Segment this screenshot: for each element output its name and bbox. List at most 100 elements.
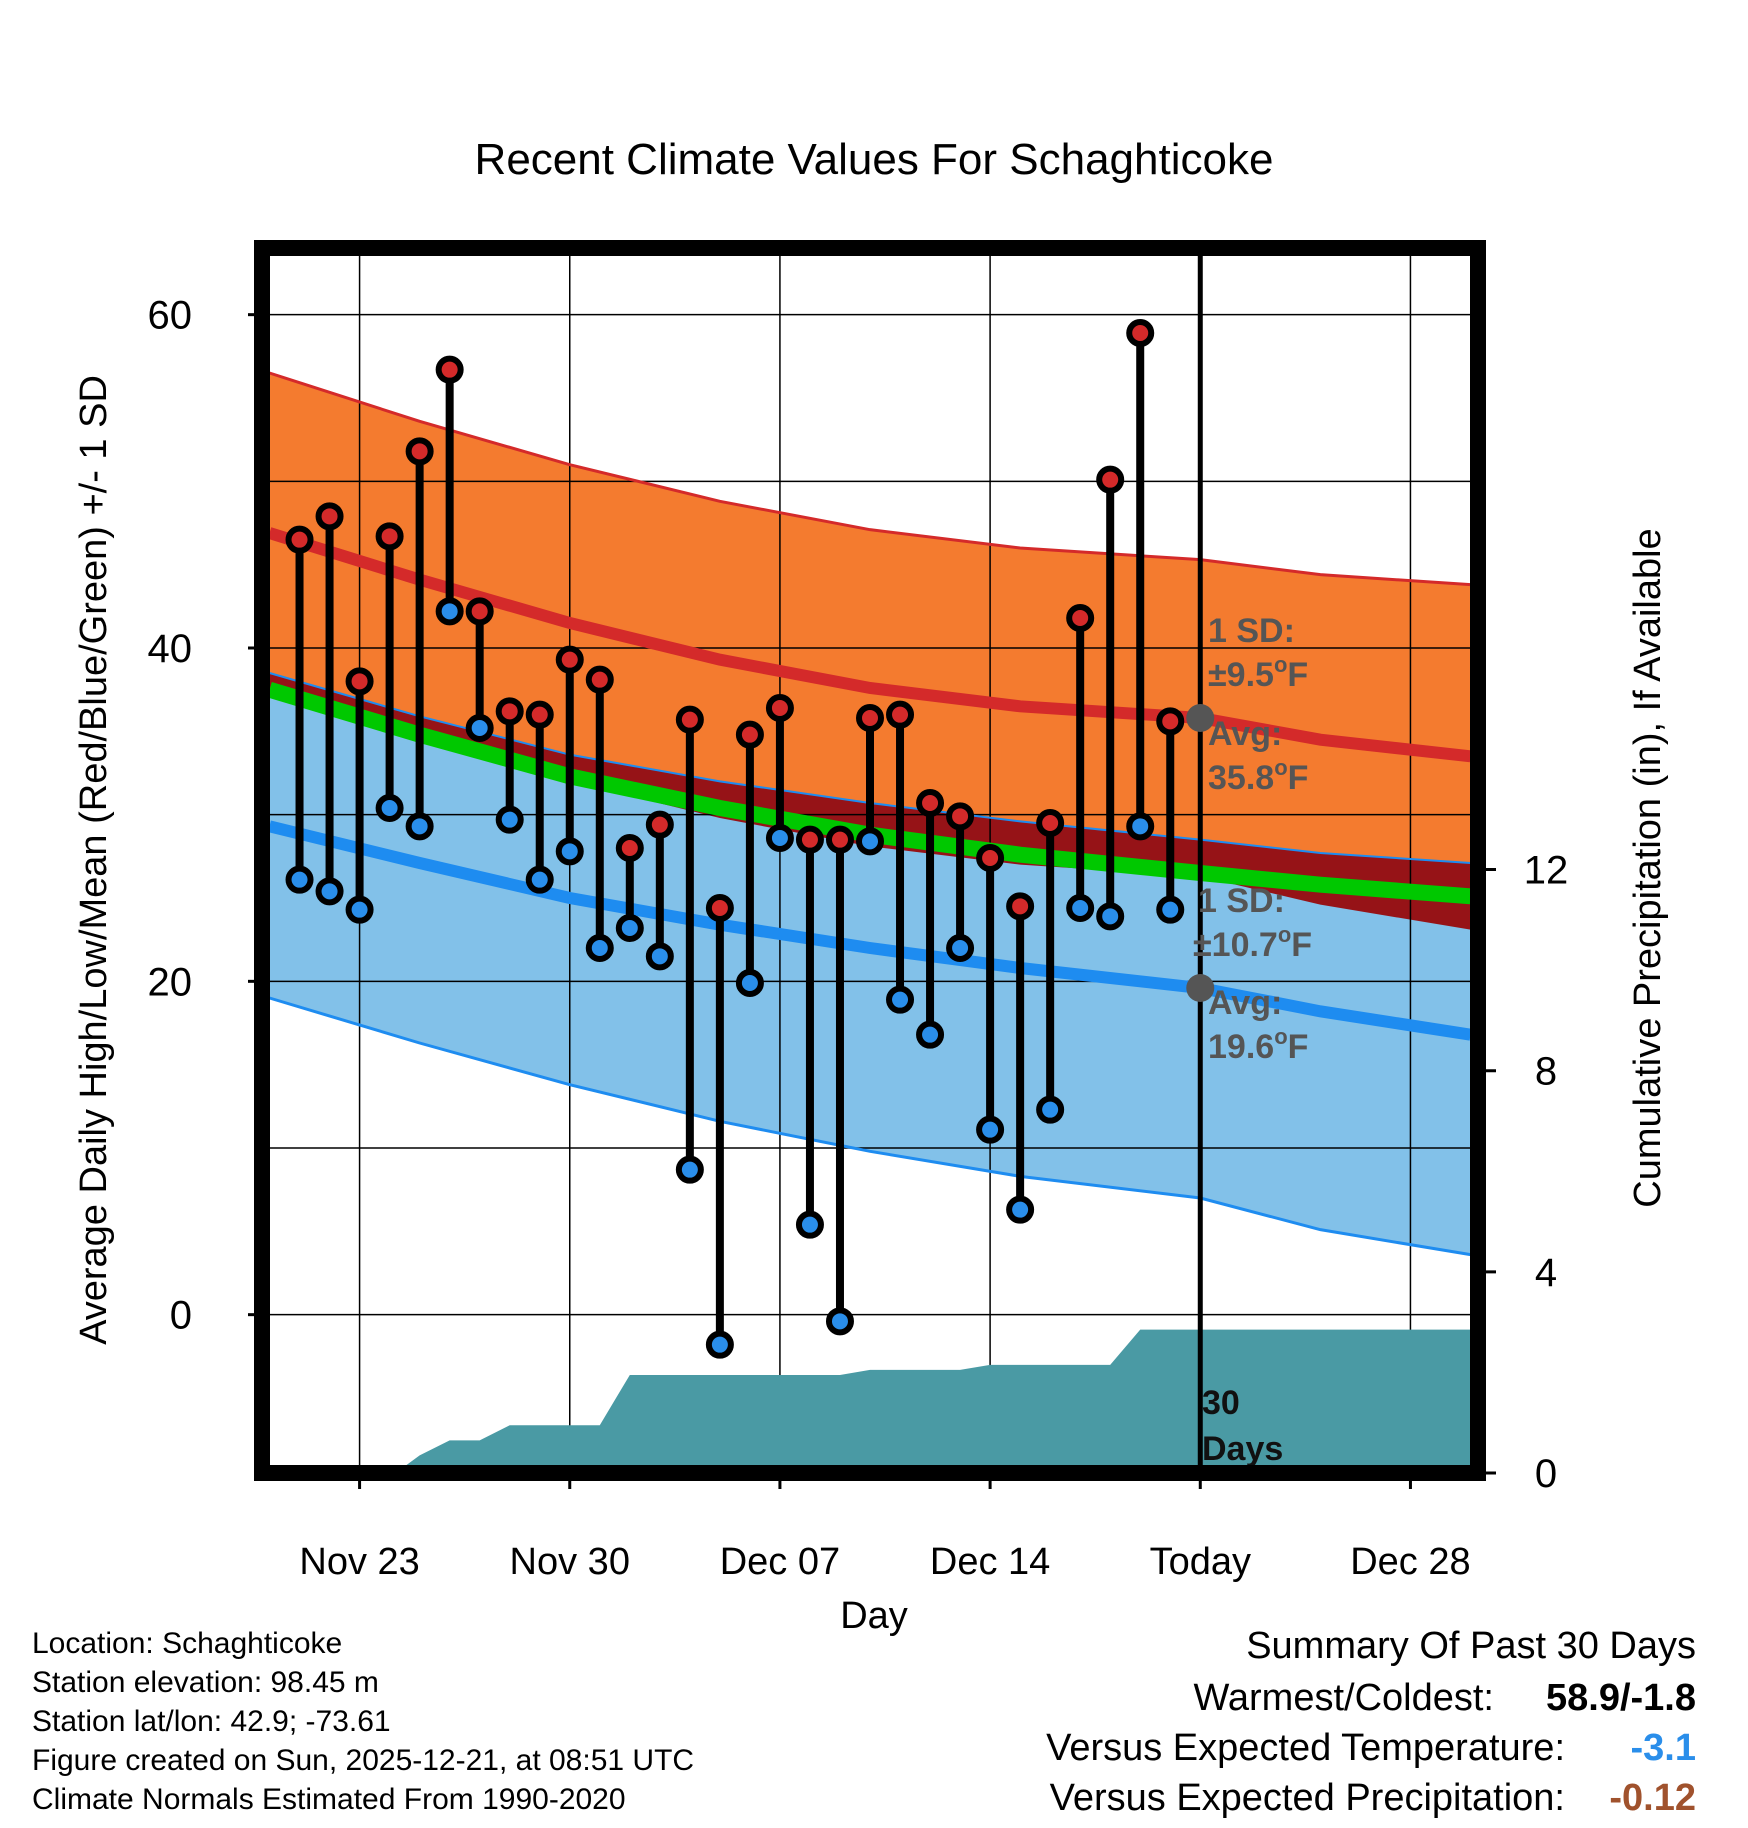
info-latlon: Station lat/lon: 42.9; -73.61 bbox=[32, 1705, 391, 1738]
x-axis-ticks: Nov 23 Nov 30 Dec 07 Dec 14 Today Dec 28 bbox=[299, 1473, 1471, 1583]
low-point bbox=[375, 794, 404, 822]
high-point bbox=[916, 789, 945, 817]
low-point bbox=[675, 1155, 704, 1184]
low-sd-annotation: 1 SD: ±10.7oF Avg: 19.6oF bbox=[1193, 882, 1312, 1066]
x-tick-label: Dec 07 bbox=[720, 1541, 840, 1583]
low-point bbox=[405, 812, 434, 841]
high-point bbox=[555, 645, 584, 674]
low-point bbox=[886, 985, 915, 1014]
plot-frame bbox=[254, 240, 1486, 1481]
low-point bbox=[645, 942, 674, 971]
high-avg-value: 35.8oF bbox=[1208, 755, 1308, 797]
low-point bbox=[615, 914, 644, 942]
high-avg-dot bbox=[1186, 704, 1215, 732]
normal-high-line bbox=[267, 527, 1472, 763]
low-point bbox=[1126, 812, 1155, 841]
high-point bbox=[705, 894, 734, 922]
low-point bbox=[315, 877, 344, 906]
y-tick-label: 20 bbox=[148, 960, 193, 1004]
x-axis-label: Day bbox=[840, 1595, 908, 1637]
low-avg-dot bbox=[1186, 974, 1215, 1002]
low-point bbox=[465, 714, 494, 742]
low-sd-label: 1 SD: bbox=[1198, 882, 1285, 920]
y2-axis-label: Cumulative Precipitation (in), If Availa… bbox=[1627, 528, 1669, 1207]
low-point bbox=[585, 934, 614, 962]
low-point bbox=[765, 824, 794, 852]
high-point bbox=[1156, 707, 1185, 736]
high-point bbox=[465, 597, 494, 626]
low-point bbox=[495, 805, 524, 834]
high-point bbox=[405, 437, 434, 466]
info-normals: Climate Normals Estimated From 1990-2020 bbox=[32, 1783, 626, 1816]
low-point bbox=[916, 1020, 945, 1049]
low-point bbox=[946, 934, 975, 962]
y-tick-label: 60 bbox=[148, 294, 193, 338]
high-point bbox=[1126, 319, 1155, 347]
high-point bbox=[375, 522, 404, 551]
low-point bbox=[1156, 895, 1185, 924]
high-point bbox=[1036, 809, 1065, 837]
x-tick-label: Today bbox=[1150, 1541, 1251, 1583]
y-tick-label: 40 bbox=[148, 627, 193, 671]
summary-temp-label: Versus Expected Temperature: bbox=[1046, 1727, 1565, 1769]
summary-precip-label: Versus Expected Precipitation: bbox=[1050, 1777, 1565, 1819]
x-tick-label: Dec 14 bbox=[930, 1541, 1050, 1583]
low-point bbox=[735, 969, 764, 997]
y2-tick-label: 4 bbox=[1535, 1251, 1557, 1295]
high-point bbox=[1066, 604, 1095, 632]
info-location: Location: Schaghticoke bbox=[32, 1627, 342, 1660]
low-avg-value: 19.6oF bbox=[1208, 1024, 1308, 1066]
low-point bbox=[825, 1307, 854, 1336]
high-sd-value: ±9.5oF bbox=[1208, 652, 1308, 694]
y2-tick-label: 12 bbox=[1524, 849, 1569, 893]
high-point bbox=[976, 844, 1005, 872]
high-point bbox=[645, 810, 674, 839]
high-point bbox=[675, 705, 704, 734]
daily-markers bbox=[285, 319, 1185, 1359]
low-lower-sd-line bbox=[269, 996, 1471, 1257]
high-point bbox=[765, 694, 794, 722]
normal-low-line bbox=[268, 820, 1472, 1041]
high-point bbox=[946, 802, 975, 831]
y2-axis-ticks: 0 4 8 12 bbox=[1478, 849, 1568, 1496]
high-point bbox=[495, 697, 524, 726]
summary-precip-value: -0.12 bbox=[1609, 1777, 1696, 1819]
x-tick-label: Nov 30 bbox=[510, 1541, 630, 1583]
y-tick-label: 0 bbox=[170, 1294, 192, 1338]
low-sd-value: ±10.7oF bbox=[1193, 922, 1312, 964]
high-sd-annotation: 1 SD: ±9.5oF Avg: 35.8oF bbox=[1208, 612, 1308, 797]
precip-days-label: 30 Days bbox=[1202, 1384, 1283, 1468]
low-point bbox=[345, 895, 374, 924]
high-point bbox=[1006, 892, 1035, 921]
y-axis-ticks: 0 20 40 60 bbox=[148, 294, 262, 1338]
summary-temp-value: -3.1 bbox=[1631, 1727, 1696, 1769]
low-point bbox=[285, 865, 314, 894]
low-avg-label: Avg: bbox=[1208, 984, 1282, 1022]
high-upper-sd-line bbox=[269, 371, 1471, 587]
y2-tick-label: 0 bbox=[1535, 1452, 1557, 1496]
low-point bbox=[1096, 902, 1125, 931]
summary-title: Summary Of Past 30 Days bbox=[1246, 1625, 1696, 1667]
low-point bbox=[976, 1115, 1005, 1144]
high-avg-label: Avg: bbox=[1208, 715, 1282, 753]
high-point bbox=[285, 525, 314, 554]
precip-days-number: 30 bbox=[1202, 1384, 1240, 1422]
high-sd-label: 1 SD: bbox=[1208, 612, 1295, 650]
high-point bbox=[585, 665, 614, 694]
y-axis-label: Average Daily High/Low/Mean (Red/Blue/Gr… bbox=[73, 375, 115, 1345]
precip-days-word: Days bbox=[1202, 1430, 1283, 1468]
high-point bbox=[315, 502, 344, 531]
high-point bbox=[825, 825, 854, 854]
low-point bbox=[435, 597, 464, 626]
summary: Summary Of Past 30 Days Warmest/Coldest:… bbox=[1046, 1625, 1696, 1819]
y2-tick-label: 8 bbox=[1535, 1050, 1557, 1094]
x-tick-label: Dec 28 bbox=[1350, 1541, 1470, 1583]
cumulative-precip-area bbox=[262, 1329, 1478, 1473]
info-elevation: Station elevation: 98.45 m bbox=[32, 1666, 379, 1699]
low-point bbox=[555, 837, 584, 866]
low-point bbox=[705, 1330, 734, 1359]
summary-warmest-value: 58.9/-1.8 bbox=[1546, 1677, 1696, 1719]
high-point bbox=[795, 825, 824, 854]
chart-title: Recent Climate Values For Schaghticoke bbox=[475, 135, 1274, 184]
